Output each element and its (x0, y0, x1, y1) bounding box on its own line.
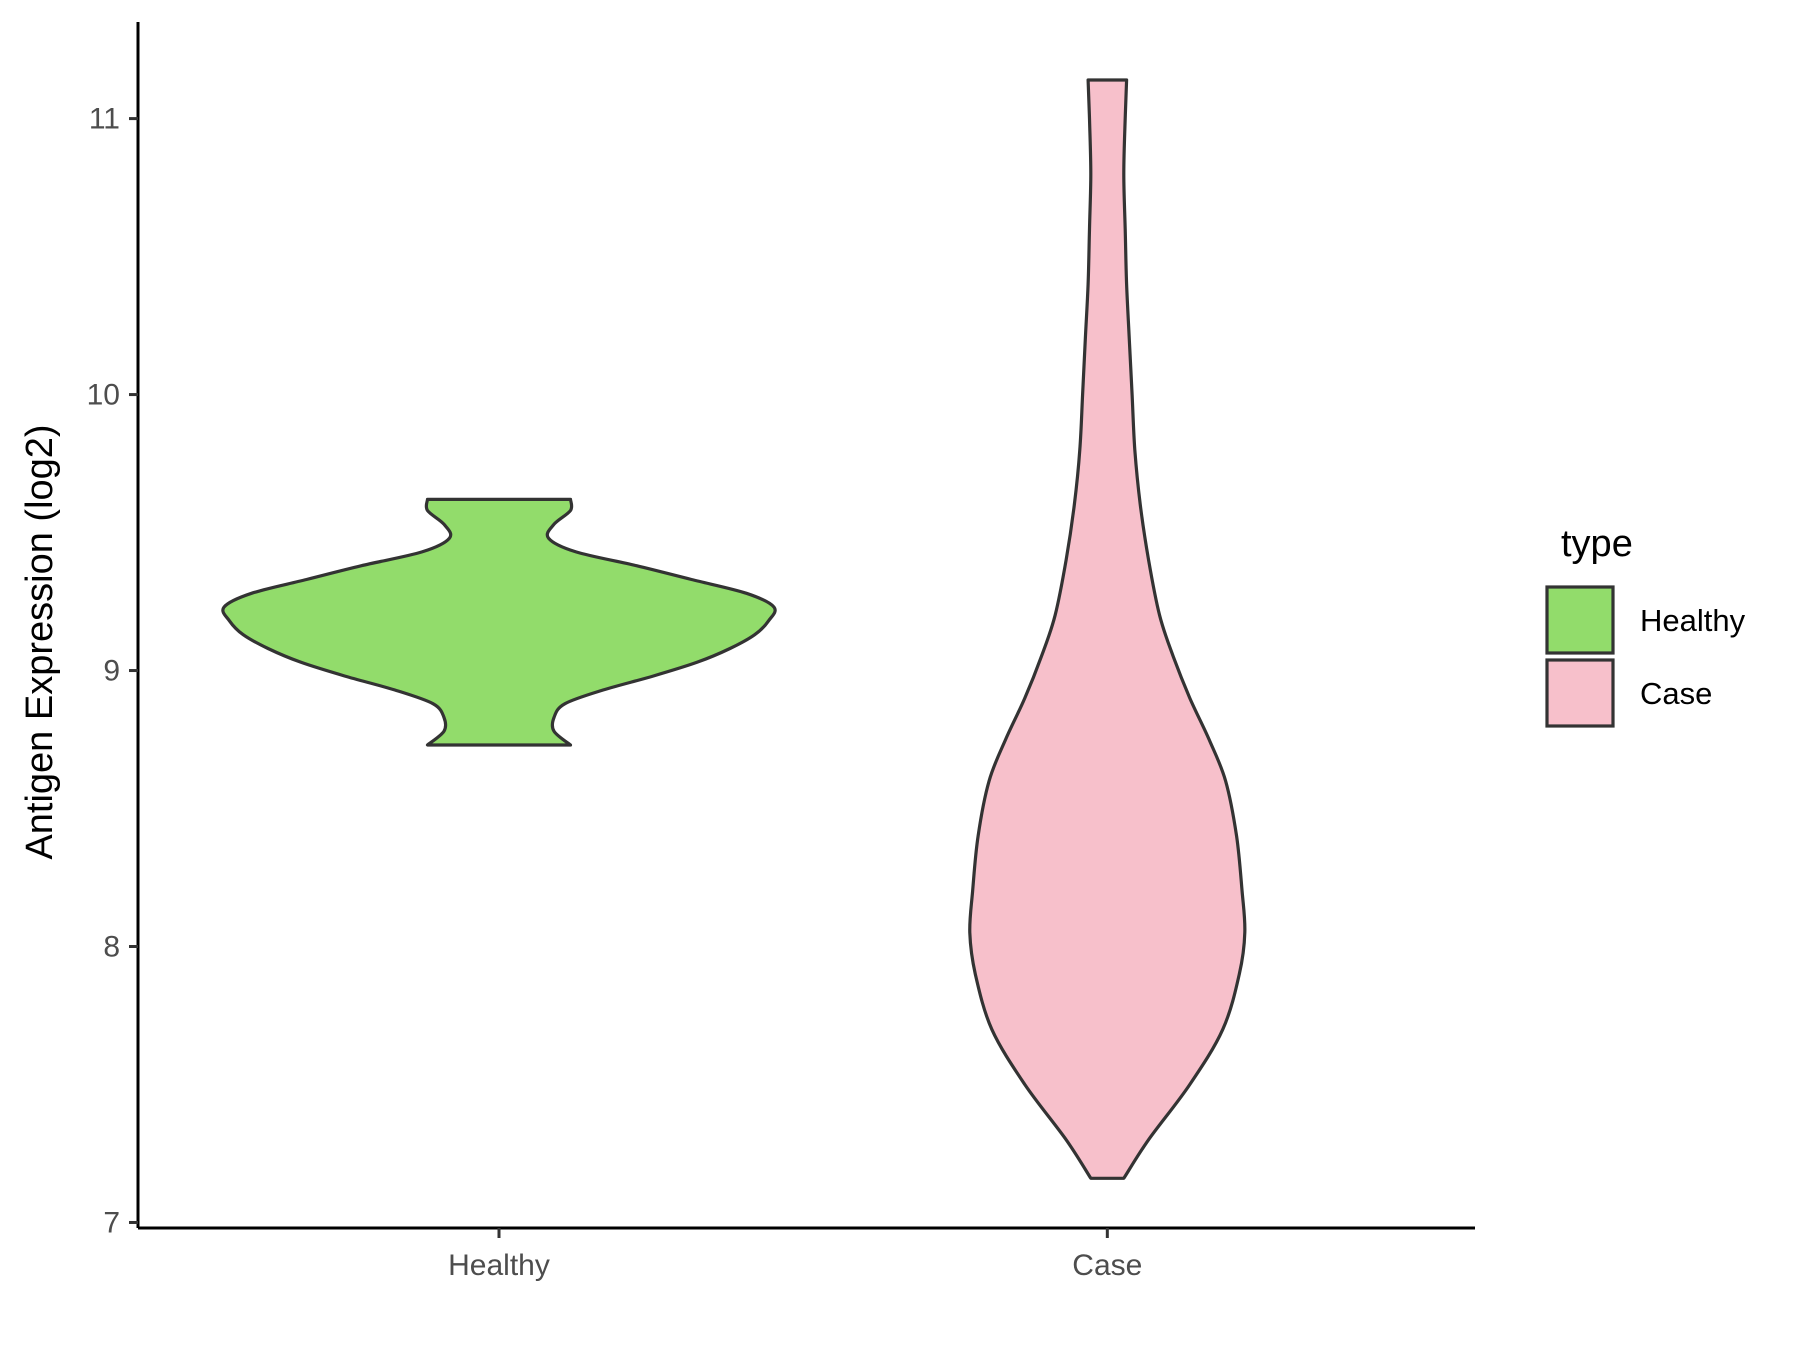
x-axis: Healthy Case (138, 1226, 1475, 1282)
y-tick-label: 8 (103, 931, 120, 964)
plot-area (221, 78, 1247, 1180)
violin-healthy (221, 497, 777, 747)
y-tick-label: 9 (103, 655, 120, 688)
legend: type Healthy Case (1545, 523, 1746, 728)
y-tick-label: 10 (87, 379, 120, 412)
y-tick-label: 11 (89, 103, 120, 136)
legend-title: type (1561, 523, 1633, 565)
legend-label-healthy: Healthy (1640, 603, 1746, 638)
x-tick-label: Healthy (448, 1249, 550, 1282)
violin-case (968, 78, 1247, 1180)
x-tick-label: Case (1072, 1249, 1142, 1282)
legend-swatch-healthy (1545, 585, 1615, 655)
legend-label-case: Case (1640, 676, 1712, 711)
y-axis-title: Antigen Expression (log2) (19, 424, 61, 859)
legend-items: Healthy Case (1545, 585, 1746, 728)
legend-swatch-case (1545, 658, 1615, 728)
y-axis: 7 8 9 10 11 (87, 22, 140, 1239)
y-tick-label: 7 (103, 1206, 120, 1239)
